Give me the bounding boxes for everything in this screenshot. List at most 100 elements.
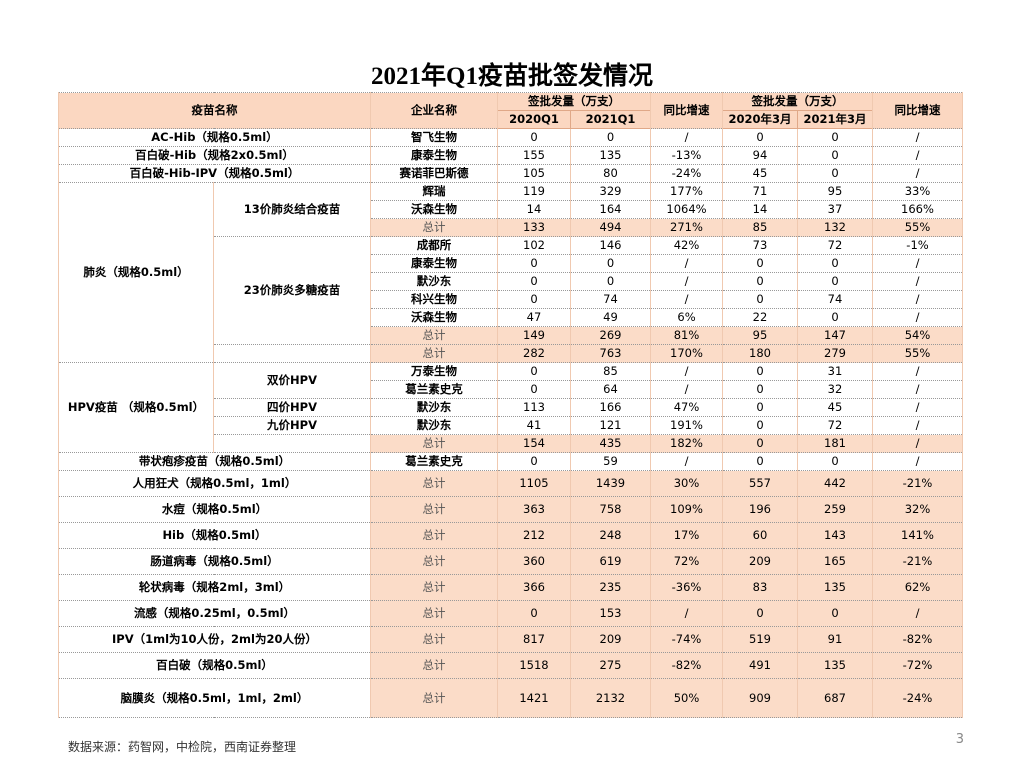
value-cell: 55% [872, 344, 963, 363]
value-cell: / [872, 272, 963, 291]
value-cell: 166% [872, 200, 963, 219]
value-cell: 54% [872, 326, 963, 345]
value-cell: 0 [497, 380, 571, 399]
subgroup-name [213, 344, 371, 363]
value-cell: 0 [722, 416, 798, 435]
value-cell: / [872, 398, 963, 417]
value-cell: 170% [650, 344, 723, 363]
title: 2021年Q1疫苗批签发情况 [371, 63, 653, 90]
value-cell: 14 [497, 200, 571, 219]
value-cell: 1064% [650, 200, 723, 219]
value-cell: 442 [797, 470, 873, 497]
value-cell: 0 [797, 272, 873, 291]
vaccine-name: 人用狂犬（规格0.5ml，1ml） [58, 470, 371, 497]
value-cell: 360 [497, 548, 571, 575]
vaccine-name: 轮状病毒（规格2ml，3ml） [58, 574, 371, 601]
header-cell: 同比增速 [650, 92, 723, 129]
value-cell: 0 [797, 308, 873, 327]
table-row: 九价HPV 默沙东 41 121 191% 0 72/ [59, 416, 963, 435]
header-cell: 企业名称 [370, 92, 498, 129]
company-cell: 默沙东 [370, 416, 498, 435]
value-cell: 14 [722, 200, 798, 219]
value-cell: 164 [570, 200, 651, 219]
value-cell: 91 [797, 626, 873, 653]
value-cell: 42% [650, 236, 723, 255]
subgroup-name: 23价肺炎多糖疫苗 [213, 236, 371, 345]
company-cell: 总计 [370, 470, 498, 497]
vaccine-name: 水痘（规格0.5ml） [58, 496, 371, 523]
value-cell: 80 [570, 164, 651, 183]
value-cell: 32 [797, 380, 873, 399]
company-cell: 科兴生物 [370, 290, 498, 309]
value-cell: 0 [497, 272, 571, 291]
header-subcell: 2020Q1 [497, 110, 571, 129]
table-row: IPV（1ml为10人份，2ml为20人份） 总计 817 209 -74% 519 91-… [58, 626, 963, 653]
value-cell: -24% [650, 164, 723, 183]
value-cell: 235 [570, 574, 651, 601]
table-row: 四价HPV 默沙东 113 166 47% 0 45/ [59, 398, 963, 417]
value-cell: 0 [722, 600, 798, 627]
value-cell: 32% [872, 496, 963, 523]
table-row: 沃森生物 14 164 1064% 14 37 166% [59, 200, 963, 219]
value-cell: 132 [797, 218, 873, 237]
value-cell: 282 [497, 344, 571, 363]
value-cell: 0 [497, 128, 571, 147]
value-cell: 435 [570, 434, 651, 453]
table-row: 葛兰素史克 0 64/0 32/ [59, 380, 963, 399]
value-cell: 64 [570, 380, 651, 399]
company-cell: 辉瑞 [370, 182, 498, 201]
company-cell: 成都所 [370, 236, 498, 255]
value-cell: / [650, 128, 723, 147]
value-cell: 0 [722, 434, 798, 453]
value-cell: 149 [497, 326, 571, 345]
source-note: 数据来源：药智网，中检院，西南证券整理 [68, 740, 297, 754]
company-cell: 总计 [370, 652, 498, 679]
table-row: 默沙东 0 0/0 0/ [59, 272, 963, 291]
value-cell: 0 [497, 600, 571, 627]
vaccine-name: 流感（规格0.25ml，0.5ml） [58, 600, 371, 627]
value-cell: 180 [722, 344, 798, 363]
value-cell: 119 [497, 182, 571, 201]
company-cell: 总计 [370, 326, 498, 345]
value-cell: 55% [872, 218, 963, 237]
value-cell: 31 [797, 362, 873, 381]
table-row: 流感（规格0.25ml，0.5ml） 总计 0 153/0 0/ [58, 600, 963, 627]
value-cell: 0 [797, 128, 873, 147]
subgroup-name: 九价HPV [213, 416, 371, 435]
table-row: 脑膜炎（规格0.5ml，1ml，2ml） 总计 1421 2132 50% 909 687-… [58, 678, 963, 718]
subgroup-name: 四价HPV [213, 398, 371, 417]
company-cell: 沃森生物 [370, 200, 498, 219]
vaccine-name: 百白破-Hib（规格2x0.5ml） [58, 146, 371, 165]
header-cell: 签批发量（万支） [722, 92, 873, 111]
value-cell: 81% [650, 326, 723, 345]
table-row: 总计 149 269 81% 95 147 54% [59, 326, 963, 345]
company-cell: 葛兰素史克 [370, 452, 498, 471]
table-row: 百白破（规格0.5ml） 总计 1518 275 -82% 491 135 -72% [58, 652, 963, 679]
value-cell: 0 [722, 398, 798, 417]
header-cell: 同比增速 [872, 92, 963, 129]
company-cell: 总计 [370, 344, 498, 363]
value-cell: 85 [722, 218, 798, 237]
company-cell: 总计 [370, 678, 498, 718]
table-row: 人用狂犬（规格0.5ml，1ml） 总计 1105 1439 30% 557 442 -21% [58, 470, 963, 497]
value-cell: 0 [722, 128, 798, 147]
value-cell: 181 [797, 434, 873, 453]
company-cell: 智飞生物 [370, 128, 498, 147]
table-row: 23价肺炎多糖疫苗 成都所 102 146 42% 73 72 -1% [59, 236, 963, 345]
vaccine-name: IPV（1ml为10人份，2ml为20人份） [58, 626, 371, 653]
subgroup-name [213, 434, 371, 453]
value-cell: 0 [570, 254, 651, 273]
value-cell: / [650, 452, 723, 471]
company-cell: 默沙东 [370, 272, 498, 291]
value-cell: 619 [570, 548, 651, 575]
header-cell: 疫苗名称 [58, 92, 371, 129]
value-cell: 37 [797, 200, 873, 219]
value-cell: / [872, 452, 963, 471]
value-cell: 72 [797, 236, 873, 255]
value-cell: 62% [872, 574, 963, 601]
value-cell: 85 [570, 362, 651, 381]
value-cell: 269 [570, 326, 651, 345]
value-cell: 166 [570, 398, 651, 417]
value-cell: / [650, 600, 723, 627]
